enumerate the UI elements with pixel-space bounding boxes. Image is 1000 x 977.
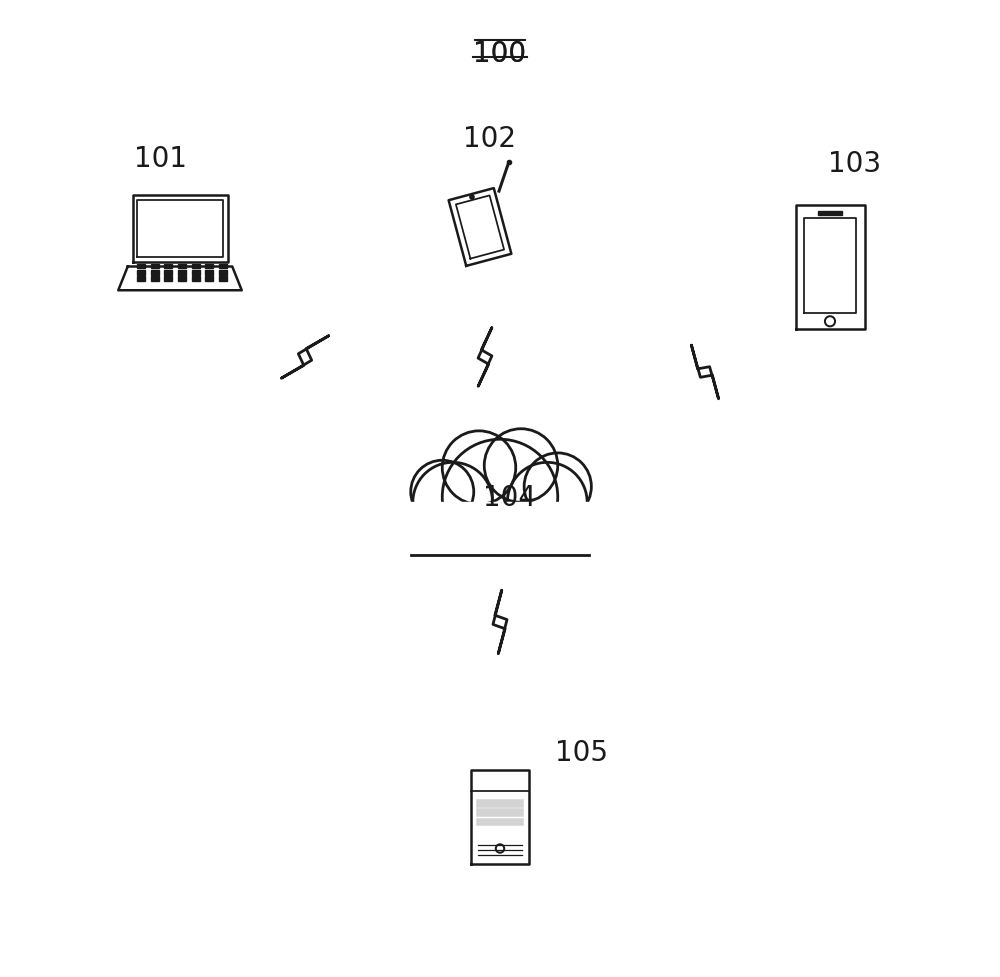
Bar bbox=[137, 271, 145, 276]
Bar bbox=[205, 265, 213, 269]
Text: 104: 104 bbox=[484, 484, 536, 512]
Circle shape bbox=[442, 440, 558, 555]
Bar bbox=[205, 271, 213, 276]
Bar bbox=[178, 265, 186, 269]
Text: 102: 102 bbox=[464, 125, 516, 152]
Circle shape bbox=[470, 195, 474, 200]
Bar bbox=[219, 271, 227, 276]
Polygon shape bbox=[133, 196, 228, 263]
Text: 105: 105 bbox=[555, 739, 608, 766]
Bar bbox=[477, 819, 523, 826]
Circle shape bbox=[411, 461, 474, 524]
Bar bbox=[406, 503, 595, 555]
Bar bbox=[192, 277, 200, 281]
Polygon shape bbox=[818, 212, 842, 216]
Text: 103: 103 bbox=[828, 149, 882, 178]
Polygon shape bbox=[449, 189, 511, 267]
Circle shape bbox=[413, 463, 493, 542]
Bar bbox=[178, 277, 186, 281]
Polygon shape bbox=[471, 770, 529, 865]
Bar bbox=[192, 271, 200, 276]
Bar bbox=[137, 265, 145, 269]
Text: 100: 100 bbox=[473, 40, 527, 68]
Polygon shape bbox=[796, 206, 865, 330]
Bar bbox=[164, 265, 172, 269]
Bar bbox=[219, 265, 227, 269]
Bar bbox=[477, 809, 523, 816]
Text: 101: 101 bbox=[134, 145, 187, 173]
Circle shape bbox=[484, 429, 558, 503]
Bar bbox=[477, 800, 523, 807]
Circle shape bbox=[507, 463, 587, 542]
Text: 100: 100 bbox=[473, 40, 527, 68]
Circle shape bbox=[442, 432, 516, 505]
Bar bbox=[192, 265, 200, 269]
Bar bbox=[151, 265, 159, 269]
Circle shape bbox=[524, 453, 591, 521]
Bar bbox=[205, 277, 213, 281]
Bar bbox=[151, 277, 159, 281]
Bar bbox=[151, 271, 159, 276]
Bar bbox=[164, 277, 172, 281]
Bar bbox=[219, 277, 227, 281]
Bar bbox=[178, 271, 186, 276]
Bar bbox=[137, 277, 145, 281]
Polygon shape bbox=[118, 268, 242, 291]
Bar bbox=[164, 271, 172, 276]
